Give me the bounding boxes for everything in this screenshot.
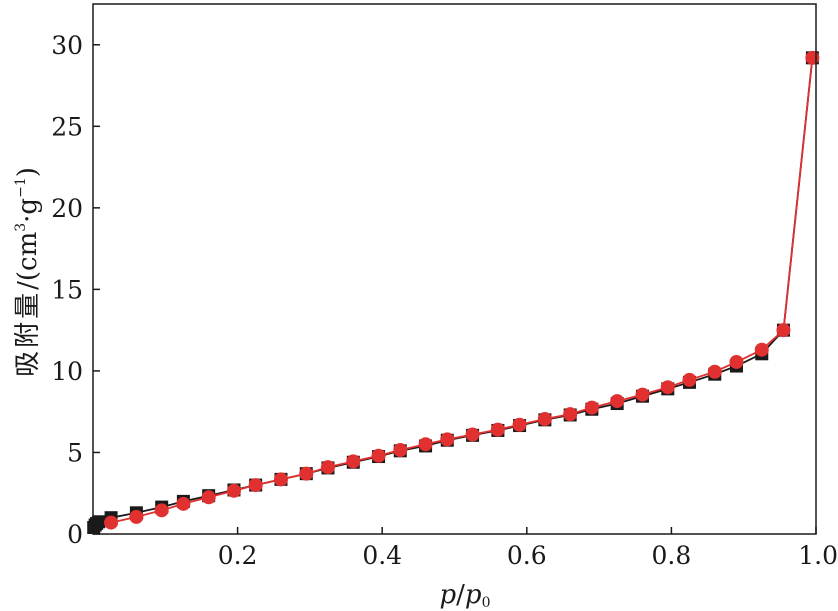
y-label-sup-minus1: −1 xyxy=(13,177,29,198)
x-tick-label: 0.6 xyxy=(507,541,547,570)
y-label-unit-close: ) xyxy=(13,167,43,177)
data-point-circle xyxy=(635,387,650,402)
x-label-subscript: 0 xyxy=(482,595,491,611)
y-label-quantity: 吸附量 xyxy=(13,290,43,377)
data-point-circle xyxy=(418,437,433,452)
data-point-circle xyxy=(226,483,241,498)
data-point-circle xyxy=(776,323,791,338)
data-point-circle xyxy=(371,448,386,463)
y-label-unit-open: /(cm xyxy=(13,232,43,290)
data-point-circle xyxy=(805,50,820,65)
data-point-circle xyxy=(129,509,144,524)
x-label-p: p xyxy=(440,580,457,610)
y-tick-label: 5 xyxy=(67,438,83,467)
y-tick-label: 20 xyxy=(51,194,83,223)
data-point-circle xyxy=(176,496,191,511)
data-point-square xyxy=(92,515,106,529)
x-tick-label: 0.8 xyxy=(652,541,692,570)
data-point-circle xyxy=(707,364,722,379)
data-point-circle xyxy=(346,454,361,469)
series-line xyxy=(92,57,814,528)
y-tick-label: 0 xyxy=(67,520,83,549)
data-point-circle xyxy=(299,466,314,481)
y-tick-label: 25 xyxy=(51,112,83,141)
data-point-circle xyxy=(393,443,408,458)
tick-layer: 0 5 10 15 20 25 30 0.2 0.4 0.6 0.8 1.0 xyxy=(51,31,838,570)
data-point-circle xyxy=(682,372,697,387)
series-circle xyxy=(104,50,820,530)
y-tick-label: 10 xyxy=(51,357,83,386)
x-tick-label: 1.0 xyxy=(798,541,838,570)
data-point-circle xyxy=(584,400,599,415)
data-point-circle xyxy=(660,380,675,395)
x-label-slash: / xyxy=(456,580,465,610)
data-point-circle xyxy=(273,472,288,487)
y-tick-label: 15 xyxy=(51,275,83,304)
data-point-circle xyxy=(490,422,505,437)
plot-frame xyxy=(92,3,817,535)
y-label-sup-3: 3 xyxy=(13,223,29,232)
x-tick-label: 0.2 xyxy=(218,541,258,570)
x-label-p0: p xyxy=(465,580,482,610)
series-layer xyxy=(87,50,820,534)
data-point-circle xyxy=(512,417,527,432)
x-axis-label: p/p0 xyxy=(440,580,491,611)
y-axis-label: 吸附量/(cm3·g−1) xyxy=(13,167,43,377)
data-point-circle xyxy=(104,515,119,530)
data-point-circle xyxy=(440,432,455,447)
data-point-circle xyxy=(320,460,335,475)
data-point-circle xyxy=(563,407,578,422)
data-point-circle xyxy=(465,427,480,442)
data-point-circle xyxy=(610,394,625,409)
data-point-circle xyxy=(729,354,744,369)
data-point-circle xyxy=(201,490,216,505)
data-point-circle xyxy=(248,478,263,493)
data-point-circle xyxy=(154,503,169,518)
y-tick-label: 30 xyxy=(51,31,83,60)
data-point-circle xyxy=(537,412,552,427)
x-tick-label: 0.4 xyxy=(362,541,402,570)
data-point-circle xyxy=(754,342,769,357)
y-label-unit-mid: ·g xyxy=(13,198,43,223)
